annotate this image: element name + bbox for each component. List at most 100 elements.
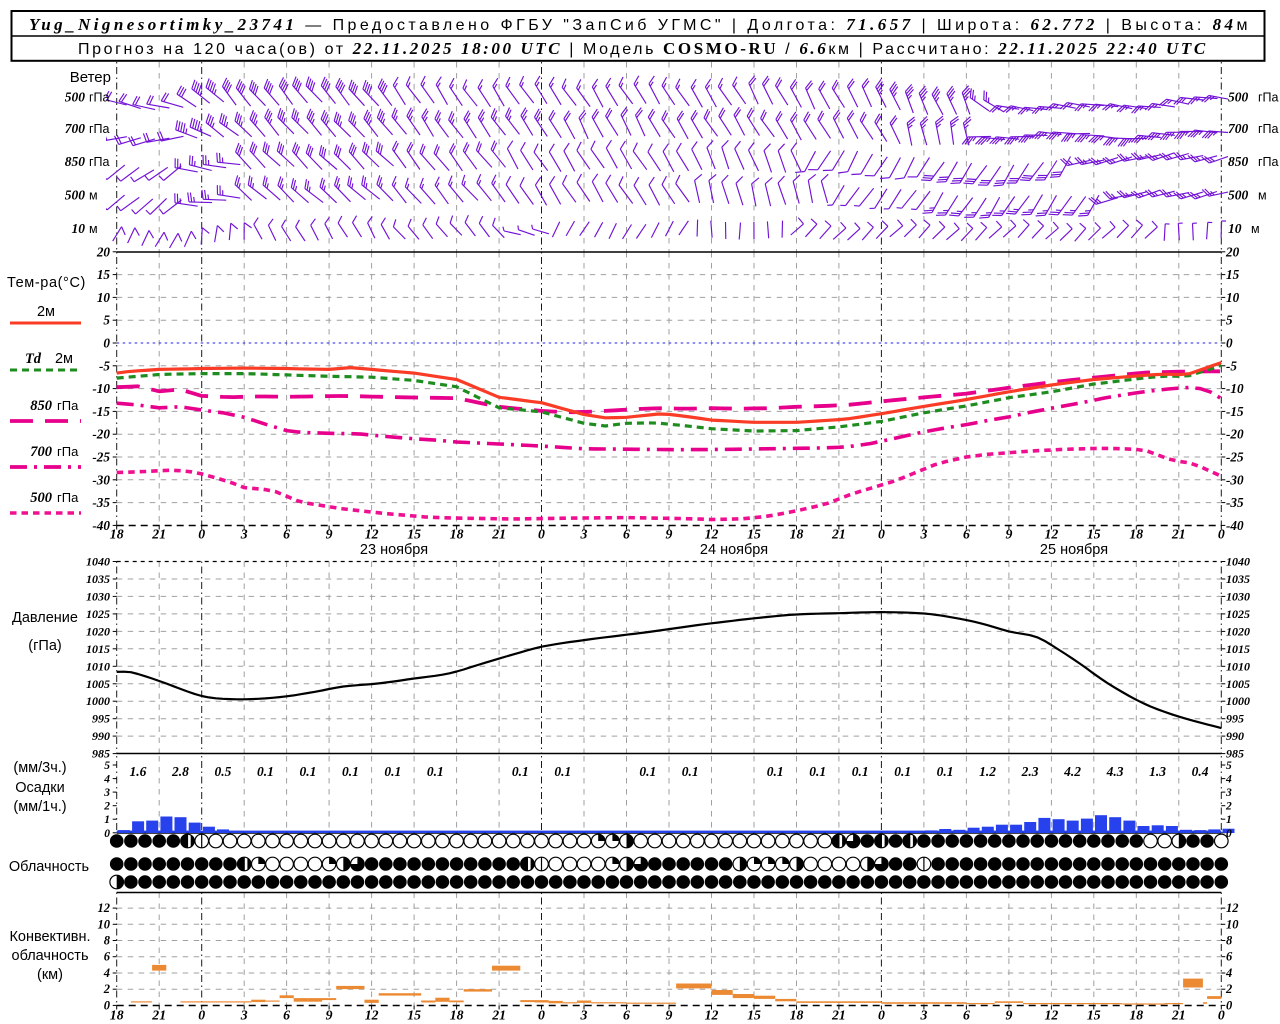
svg-text:990: 990 xyxy=(92,729,110,743)
svg-text:9: 9 xyxy=(326,527,333,542)
svg-text:995: 995 xyxy=(92,712,110,726)
svg-text:-40: -40 xyxy=(92,518,110,533)
svg-text:21: 21 xyxy=(831,1008,846,1023)
svg-text:-5: -5 xyxy=(99,358,110,373)
svg-text:0.1: 0.1 xyxy=(937,764,954,779)
svg-text:990: 990 xyxy=(1226,729,1244,743)
svg-text:12: 12 xyxy=(1045,1008,1059,1023)
svg-text:18: 18 xyxy=(110,527,124,542)
svg-text:12: 12 xyxy=(705,527,719,542)
svg-text:1035: 1035 xyxy=(1226,572,1250,586)
svg-text:0: 0 xyxy=(1226,998,1233,1012)
svg-text:18: 18 xyxy=(790,527,804,542)
svg-text:15: 15 xyxy=(747,1008,761,1023)
svg-text:500: 500 xyxy=(1228,90,1249,105)
svg-text:1005: 1005 xyxy=(86,677,110,691)
svg-text:(гПа): (гПа) xyxy=(28,638,61,654)
svg-text:Ветер: Ветер xyxy=(70,69,111,86)
svg-text:0.1: 0.1 xyxy=(257,764,274,779)
svg-text:гПа: гПа xyxy=(57,490,79,505)
svg-text:18: 18 xyxy=(1129,1008,1143,1023)
svg-text:гПа: гПа xyxy=(57,444,79,459)
svg-text:0.1: 0.1 xyxy=(512,764,529,779)
svg-text:0.1: 0.1 xyxy=(894,764,911,779)
svg-text:6: 6 xyxy=(283,527,290,542)
svg-text:Облачность: Облачность xyxy=(9,859,89,875)
svg-text:гПа: гПа xyxy=(89,91,110,105)
svg-text:0.1: 0.1 xyxy=(427,764,444,779)
svg-text:2: 2 xyxy=(103,801,110,813)
svg-text:20: 20 xyxy=(1225,244,1240,259)
svg-text:0: 0 xyxy=(538,527,545,542)
svg-text:995: 995 xyxy=(1226,712,1244,726)
svg-text:Тем-ра(°C): Тем-ра(°C) xyxy=(7,275,86,291)
svg-text:-10: -10 xyxy=(92,381,110,396)
svg-text:10: 10 xyxy=(97,290,111,305)
svg-text:6: 6 xyxy=(1226,950,1233,964)
svg-text:Конвективн.: Конвективн. xyxy=(9,929,90,945)
svg-text:500: 500 xyxy=(65,90,86,105)
svg-text:м: м xyxy=(1258,189,1267,203)
svg-text:15: 15 xyxy=(747,527,761,542)
svg-text:-10: -10 xyxy=(1226,381,1244,396)
svg-text:0: 0 xyxy=(1226,336,1233,351)
svg-text:21: 21 xyxy=(831,527,846,542)
svg-text:2.3: 2.3 xyxy=(1021,764,1039,779)
svg-text:9: 9 xyxy=(1005,527,1012,542)
svg-text:500: 500 xyxy=(65,188,86,203)
svg-text:-20: -20 xyxy=(92,427,110,442)
svg-text:10: 10 xyxy=(1226,290,1240,305)
svg-text:985: 985 xyxy=(92,747,110,761)
svg-text:1040: 1040 xyxy=(86,555,110,569)
svg-text:0.1: 0.1 xyxy=(554,764,571,779)
svg-text:облачность: облачность xyxy=(12,948,89,964)
svg-text:500: 500 xyxy=(1228,188,1249,203)
svg-text:1040: 1040 xyxy=(1226,555,1250,569)
svg-text:4: 4 xyxy=(103,774,110,786)
svg-text:0: 0 xyxy=(878,527,885,542)
svg-text:5: 5 xyxy=(104,760,110,772)
svg-text:9: 9 xyxy=(326,1008,333,1023)
svg-text:Давление: Давление xyxy=(12,610,78,626)
svg-text:8: 8 xyxy=(104,934,111,948)
svg-text:10: 10 xyxy=(1226,917,1239,931)
svg-text:0: 0 xyxy=(1226,828,1232,840)
svg-text:3: 3 xyxy=(919,527,927,542)
svg-text:2м: 2м xyxy=(37,304,55,320)
svg-text:6: 6 xyxy=(623,1008,630,1023)
svg-text:(мм/1ч.): (мм/1ч.) xyxy=(13,799,66,815)
svg-text:6: 6 xyxy=(963,1008,970,1023)
svg-text:Td: Td xyxy=(25,351,42,367)
svg-text:1: 1 xyxy=(1226,814,1232,826)
svg-text:1.3: 1.3 xyxy=(1149,764,1166,779)
svg-text:15: 15 xyxy=(407,1008,421,1023)
svg-text:2.8: 2.8 xyxy=(171,764,189,779)
svg-text:гПа: гПа xyxy=(57,398,79,413)
svg-text:23 ноября: 23 ноября xyxy=(360,542,428,558)
svg-text:(мм/3ч.): (мм/3ч.) xyxy=(13,760,66,776)
svg-text:гПа: гПа xyxy=(1258,155,1279,169)
svg-text:0.1: 0.1 xyxy=(384,764,401,779)
svg-text:6: 6 xyxy=(104,950,111,964)
svg-text:0: 0 xyxy=(1218,527,1225,542)
svg-text:Прогноз на 120 часа(ов) от 22.: Прогноз на 120 часа(ов) от 22.11.2025 18… xyxy=(78,39,1208,58)
svg-text:12: 12 xyxy=(98,901,111,915)
svg-text:0.4: 0.4 xyxy=(1192,764,1209,779)
svg-text:4: 4 xyxy=(1225,774,1232,786)
svg-text:9: 9 xyxy=(666,527,673,542)
svg-text:12: 12 xyxy=(705,1008,719,1023)
svg-text:-35: -35 xyxy=(92,495,110,510)
svg-text:850: 850 xyxy=(30,398,52,414)
svg-text:-25: -25 xyxy=(92,450,110,465)
svg-text:18: 18 xyxy=(450,1008,464,1023)
svg-text:18: 18 xyxy=(1129,527,1143,542)
svg-text:21: 21 xyxy=(151,527,166,542)
svg-text:3: 3 xyxy=(240,1008,248,1023)
svg-text:5: 5 xyxy=(1226,760,1232,772)
svg-text:0.1: 0.1 xyxy=(342,764,359,779)
svg-text:18: 18 xyxy=(450,527,464,542)
svg-text:1015: 1015 xyxy=(1226,642,1250,656)
svg-text:12: 12 xyxy=(365,527,379,542)
svg-text:24 ноября: 24 ноября xyxy=(700,542,768,558)
svg-text:гПа: гПа xyxy=(89,122,110,136)
